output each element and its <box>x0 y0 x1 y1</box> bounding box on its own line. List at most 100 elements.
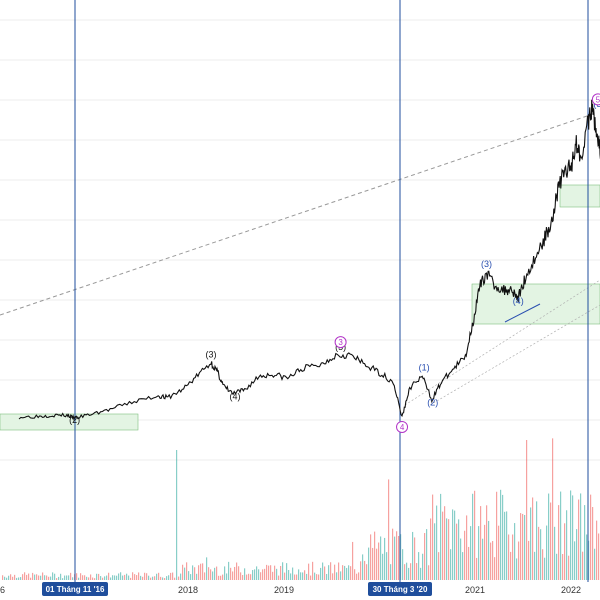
date-marker-mar-2020[interactable]: 30 Tháng 3 '20 <box>368 582 432 596</box>
volume-bar <box>266 564 268 580</box>
date-marker-lines <box>74 0 589 582</box>
volume-bar <box>162 577 164 580</box>
x-tick-label: 6 <box>0 585 5 595</box>
volume-bar <box>572 495 574 580</box>
volume-bar <box>582 551 584 580</box>
volume-bar <box>310 575 312 580</box>
volume-bar <box>388 479 390 580</box>
date-marker-badge <box>42 582 108 596</box>
volume-bar <box>286 563 288 580</box>
volume-bar <box>206 557 208 580</box>
volume-bar <box>146 573 148 580</box>
volume-bar <box>38 575 40 580</box>
volume-bar <box>510 551 512 580</box>
wave-label: (3) <box>481 259 492 269</box>
volume-bar <box>32 572 34 580</box>
volume-bar <box>506 511 508 580</box>
wave-circle-text: 4 <box>400 423 405 432</box>
volume-bar <box>596 520 598 580</box>
volume-bar <box>418 552 420 580</box>
volume-bar <box>198 565 200 580</box>
volume-bar <box>264 568 266 580</box>
volume-bar <box>452 509 454 580</box>
wave-circle <box>591 93 600 106</box>
volume-bar <box>574 541 576 580</box>
volume-bar <box>560 491 562 580</box>
volume-bar <box>394 536 396 580</box>
volume-bar <box>468 546 470 580</box>
volume-bar <box>120 572 122 580</box>
volume-bar <box>568 555 570 580</box>
volume-bar <box>24 572 26 580</box>
circled-wave-label: 3 <box>334 336 347 349</box>
volume-bar <box>114 575 116 580</box>
volume-bar <box>372 547 374 580</box>
volume-bar <box>378 542 380 580</box>
volume-bar <box>552 438 554 580</box>
volume-bar <box>218 575 220 580</box>
volume-bar <box>254 569 256 580</box>
volume-bar <box>202 563 204 580</box>
volume-bar <box>408 567 410 580</box>
volume-bar <box>416 563 418 580</box>
volume-bar <box>142 576 144 580</box>
volume-bar <box>364 560 366 580</box>
volume-bar <box>46 575 48 580</box>
volume-bar <box>294 574 296 580</box>
volume-bar <box>324 566 326 580</box>
volume-bar <box>30 577 32 580</box>
volume-bar <box>28 573 30 580</box>
volume-bar <box>102 577 104 580</box>
volume-bar <box>148 575 150 580</box>
volume-bar <box>84 575 86 580</box>
volume-bar <box>190 574 192 580</box>
volume-bar <box>322 562 324 580</box>
volume-bar <box>580 493 582 580</box>
wave-circle-text: 3 <box>338 338 343 347</box>
wave-circle <box>396 420 409 433</box>
volume-bar <box>238 566 240 580</box>
volume-bar <box>410 563 412 580</box>
volume-bar <box>12 576 14 580</box>
volume-bar <box>428 565 430 580</box>
volume-bar <box>570 490 572 580</box>
volume-bar <box>92 577 94 580</box>
volume-bar <box>306 573 308 580</box>
volume-bar <box>6 577 8 580</box>
volume-bar <box>380 536 382 580</box>
volume-bar <box>152 576 154 580</box>
volume-bar <box>444 506 446 580</box>
volume-bar <box>564 523 566 580</box>
volume-bar <box>284 572 286 580</box>
volume-bar <box>134 574 136 580</box>
volume-bar <box>356 573 358 580</box>
volume-bar <box>440 493 442 580</box>
dashed-trendline <box>0 114 591 316</box>
volume-bar <box>78 577 80 580</box>
volume-bar <box>384 537 386 580</box>
volume-bar <box>276 568 278 580</box>
volume-bar <box>94 578 96 580</box>
volume-bar <box>164 578 166 580</box>
volume-bar <box>132 572 134 580</box>
volume-bar <box>222 574 224 580</box>
date-marker-nov-2016[interactable]: 01 Tháng 11 '16 <box>42 582 108 596</box>
volume-bar <box>520 513 522 580</box>
volume-bar <box>274 565 276 580</box>
date-marker-text: 30 Tháng 3 '20 <box>373 585 428 594</box>
volume-bar <box>318 574 320 580</box>
volume-bar <box>446 518 448 580</box>
volume-bar <box>414 537 416 580</box>
date-marker-badge <box>368 582 432 596</box>
volume-bar <box>4 576 6 580</box>
channel-line <box>429 304 600 406</box>
volume-bar <box>176 450 178 580</box>
volume-bar <box>402 549 404 580</box>
volume-bar <box>308 563 310 580</box>
volume-bar <box>154 576 156 580</box>
wave-label: (3) <box>206 350 217 360</box>
volume-bar <box>298 569 300 580</box>
price-series <box>18 99 600 422</box>
volume-bar <box>292 567 294 580</box>
